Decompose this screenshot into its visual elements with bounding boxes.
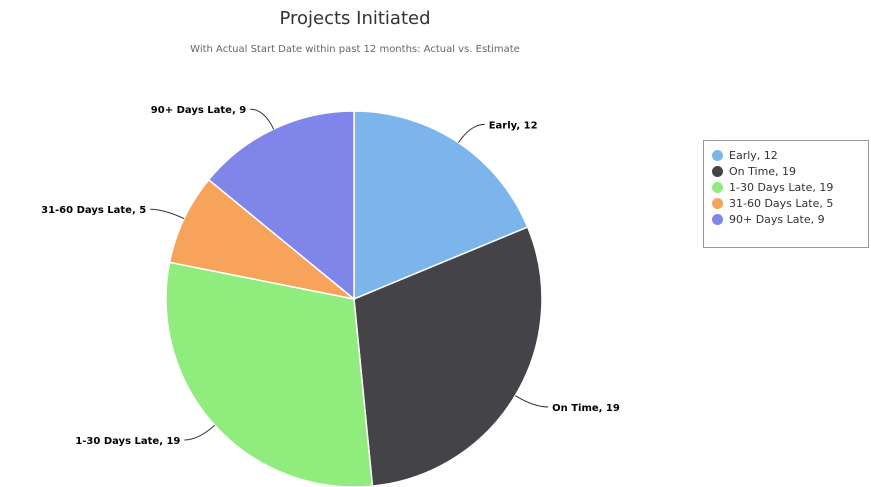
legend: Early, 12 On Time, 19 1-30 Days Late, 19 31… <box>703 140 869 248</box>
data-labels: Early, 12 On Time, 19 1-30 Days Late, 19 31… <box>41 105 620 447</box>
legend-label-31-60-days-late: 31-60 Days Late, 5 <box>729 196 834 210</box>
pie-chart: Early, 12 On Time, 19 1-30 Days Late, 19 31… <box>41 105 620 487</box>
label-connector-90plus-days-late <box>250 108 275 130</box>
data-label-90plus-days-late: 90+ Days Late, 9 <box>151 105 246 116</box>
label-connector-on-time <box>515 395 549 408</box>
pie-slice-on-time[interactable] <box>353 226 543 487</box>
pie-slice-90plus-days-late[interactable] <box>207 110 355 301</box>
legend-swatch-31-60-days-late <box>712 197 723 209</box>
data-label-1-30-days-late: 1-30 Days Late, 19 <box>75 436 180 447</box>
label-connector-1-30-days-late <box>184 424 216 441</box>
legend-item-31-60-days-late[interactable]: 31-60 Days Late, 5 <box>712 195 868 211</box>
data-label-on-time: On Time, 19 <box>552 403 620 414</box>
legend-swatch-early <box>712 149 723 161</box>
label-connectors <box>150 108 549 441</box>
pie-slices <box>165 110 543 487</box>
pie-slice-31-60-days-late[interactable] <box>168 178 355 300</box>
pie-slice-1-30-days-late[interactable] <box>165 261 374 487</box>
data-label-31-60-days-late: 31-60 Days Late, 5 <box>41 205 146 216</box>
legend-label-early: Early, 12 <box>729 148 778 162</box>
legend-label-on-time: On Time, 19 <box>729 164 797 178</box>
legend-label-1-30-days-late: 1-30 Days Late, 19 <box>729 180 834 194</box>
legend-item-early[interactable]: Early, 12 <box>712 147 868 163</box>
data-label-early: Early, 12 <box>489 120 538 131</box>
legend-swatch-1-30-days-late <box>712 181 723 193</box>
chart-title: Projects Initiated <box>279 8 431 29</box>
legend-label-90plus-days-late: 90+ Days Late, 9 <box>729 212 825 226</box>
legend-item-on-time[interactable]: On Time, 19 <box>712 163 868 179</box>
label-connector-early <box>457 123 485 143</box>
legend-swatch-on-time <box>712 165 723 177</box>
chart-subtitle: With Actual Start Date within past 12 mo… <box>190 44 520 55</box>
legend-item-90plus-days-late[interactable]: 90+ Days Late, 9 <box>712 211 868 227</box>
legend-swatch-90plus-days-late <box>712 213 723 225</box>
label-connector-31-60-days-late <box>150 208 185 220</box>
legend-item-1-30-days-late[interactable]: 1-30 Days Late, 19 <box>712 179 868 195</box>
